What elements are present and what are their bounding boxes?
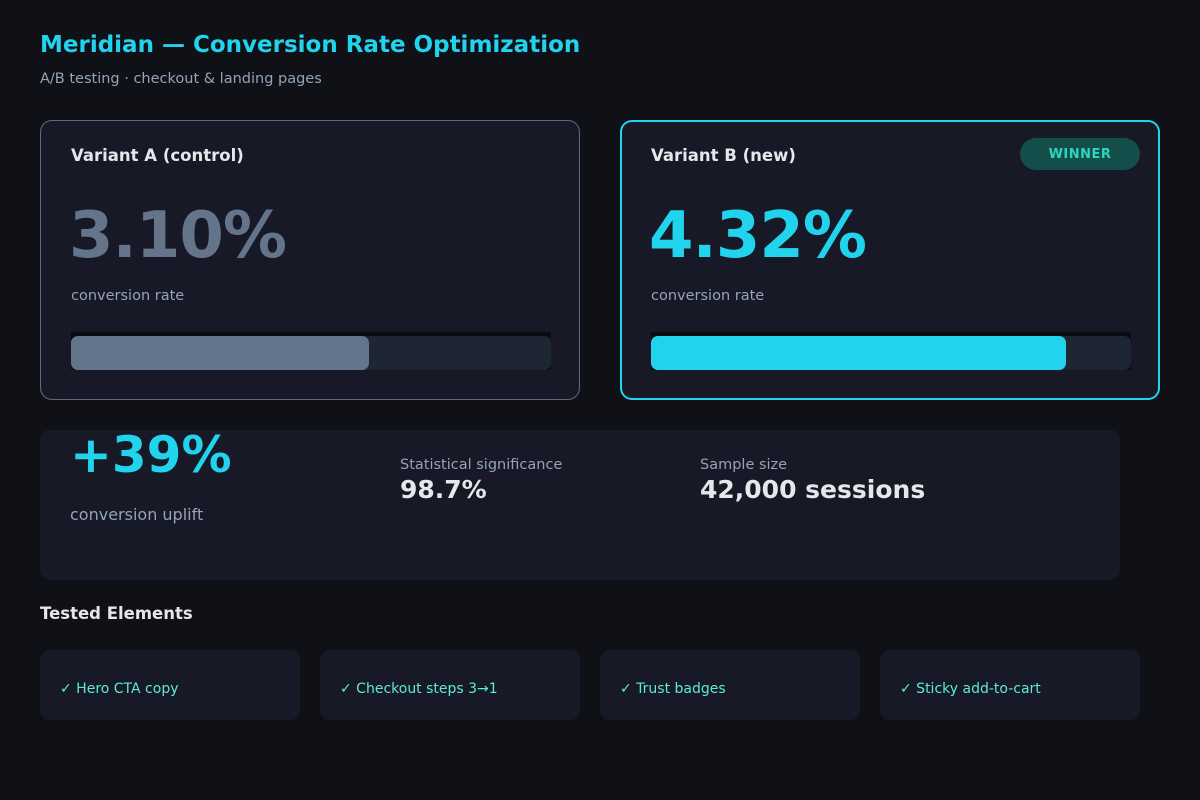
significance-value: 98.7% xyxy=(400,475,487,504)
variant-a-rate: 3.10% xyxy=(69,199,287,273)
sample-size-value: 42,000 sessions xyxy=(700,475,926,504)
variant-b-rate: 4.32% xyxy=(649,199,867,273)
variant-a-progress-track xyxy=(71,336,551,370)
variant-a-progress-bar xyxy=(71,332,551,370)
variant-b-name: Variant B (new) xyxy=(651,146,796,165)
tested-element-label: ✓ Trust badges xyxy=(620,681,726,697)
uplift-value: +39% xyxy=(70,426,232,484)
tested-element-label: ✓ Sticky add-to-cart xyxy=(900,681,1041,697)
tested-element-label: ✓ Hero CTA copy xyxy=(60,681,179,697)
significance-label: Statistical significance xyxy=(400,457,563,473)
variant-b-progress-track xyxy=(651,336,1131,370)
winner-badge: WINNER xyxy=(1020,138,1140,170)
variant-a-name: Variant A (control) xyxy=(71,146,244,165)
tested-element-card: ✓ Sticky add-to-cart xyxy=(880,650,1140,720)
variant-b-progress-bar xyxy=(651,332,1131,370)
tested-element-card: ✓ Checkout steps 3→1 xyxy=(320,650,580,720)
page-subtitle: A/B testing · checkout & landing pages xyxy=(40,71,322,87)
page-title: Meridian — Conversion Rate Optimization xyxy=(40,32,581,58)
variant-a-rate-caption: conversion rate xyxy=(71,288,185,304)
variant-b-card: Variant B (new) WINNER 4.32% conversion … xyxy=(620,120,1160,400)
tested-elements-title: Tested Elements xyxy=(40,604,193,623)
variant-b-rate-caption: conversion rate xyxy=(651,288,765,304)
variant-b-progress-fill xyxy=(651,336,1067,370)
tested-element-card: ✓ Hero CTA copy xyxy=(40,650,300,720)
uplift-caption: conversion uplift xyxy=(70,505,204,524)
variant-a-card: Variant A (control) 3.10% conversion rat… xyxy=(40,120,580,400)
sample-size-label: Sample size xyxy=(700,457,788,473)
summary-panel: +39% conversion uplift Statistical signi… xyxy=(40,426,1120,580)
variant-a-progress-fill xyxy=(71,336,369,370)
tested-element-card: ✓ Trust badges xyxy=(600,650,860,720)
tested-element-label: ✓ Checkout steps 3→1 xyxy=(340,681,498,697)
